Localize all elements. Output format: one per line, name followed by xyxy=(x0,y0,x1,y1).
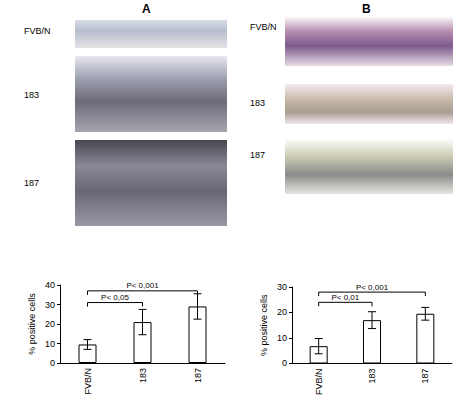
svg-text:30: 30 xyxy=(277,282,287,292)
svg-text:20: 20 xyxy=(45,319,55,329)
svg-text:10: 10 xyxy=(277,333,287,343)
svg-text:10: 10 xyxy=(45,339,55,349)
svg-text:187: 187 xyxy=(193,368,203,383)
svg-text:% positive cells: % positive cells xyxy=(259,294,269,356)
html-text:A: A xyxy=(142,2,151,16)
html-text:183: 183 xyxy=(250,98,265,108)
svg-text:P< 0,001: P< 0,001 xyxy=(356,283,389,292)
svg-text:183: 183 xyxy=(138,368,148,383)
svg-text:FVB/N: FVB/N xyxy=(83,368,93,395)
html-text:FVB/N: FVB/N xyxy=(250,22,277,32)
svg-text:P< 0,001: P< 0,001 xyxy=(126,281,159,290)
svg-text:40: 40 xyxy=(45,280,55,290)
svg-text:183: 183 xyxy=(367,368,377,383)
svg-text:0: 0 xyxy=(282,358,287,368)
svg-text:187: 187 xyxy=(420,368,430,383)
svg-text:FVB/N: FVB/N xyxy=(314,368,324,395)
html-text:187: 187 xyxy=(250,150,265,160)
html-text:FVB/N: FVB/N xyxy=(24,26,51,36)
svg-text:20: 20 xyxy=(277,307,287,317)
html-text:B: B xyxy=(362,2,371,16)
svg-text:0: 0 xyxy=(50,358,55,368)
svg-text:P< 0,01: P< 0,01 xyxy=(331,293,359,302)
svg-text:30: 30 xyxy=(45,300,55,310)
html-text:183: 183 xyxy=(24,90,39,100)
html-text:187: 187 xyxy=(24,178,39,188)
svg-text:% positive cells: % positive cells xyxy=(27,293,37,355)
svg-text:P< 0,05: P< 0,05 xyxy=(101,293,129,302)
